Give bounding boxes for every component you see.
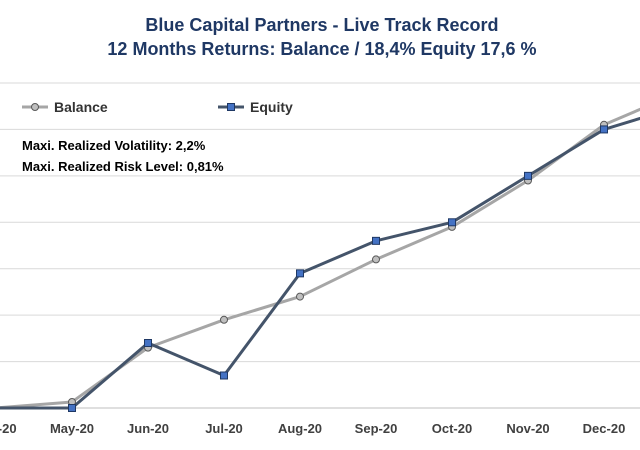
balance-point bbox=[220, 315, 228, 324]
balance-point bbox=[296, 292, 304, 301]
legend: Balance Equity bbox=[22, 99, 293, 115]
x-tick-label: Jul-20 bbox=[205, 421, 243, 436]
equity-point bbox=[68, 404, 76, 412]
equity-point bbox=[448, 218, 456, 227]
x-axis-ticks: Apr-20 May-20 Jun-20 Jul-20 Aug-20 Sep-20 Oct-… bbox=[0, 421, 626, 436]
x-tick-label: May-20 bbox=[50, 421, 94, 436]
series-layer bbox=[0, 107, 640, 412]
equity-point bbox=[600, 125, 608, 134]
equity-point bbox=[296, 269, 304, 278]
legend-balance-marker bbox=[31, 103, 39, 111]
equity-line bbox=[0, 116, 640, 410]
x-tick-label: Dec-20 bbox=[583, 421, 626, 436]
x-tick-label: Apr-20 bbox=[0, 421, 17, 436]
annotation-volatility: Maxi. Realized Volatility: 2,2% bbox=[22, 138, 206, 153]
annotation-risk-level: Maxi. Realized Risk Level: 0,81% bbox=[22, 159, 224, 174]
legend-balance-label: Balance bbox=[54, 99, 108, 115]
chart-title: Blue Capital Partners - Live Track Recor… bbox=[145, 15, 498, 35]
equity-point bbox=[144, 339, 152, 347]
x-tick-label: Jun-20 bbox=[127, 421, 169, 436]
equity-point bbox=[220, 371, 228, 380]
equity-point bbox=[372, 236, 380, 245]
equity-point bbox=[524, 171, 532, 180]
balance-point bbox=[372, 255, 380, 264]
legend-equity-marker bbox=[227, 103, 235, 111]
gridlines bbox=[0, 82, 640, 409]
chart-subtitle: 12 Months Returns: Balance / 18,4% Equit… bbox=[107, 39, 536, 59]
x-tick-label: Sep-20 bbox=[355, 421, 398, 436]
x-tick-label: Nov-20 bbox=[506, 421, 549, 436]
x-tick-label: Aug-20 bbox=[278, 421, 322, 436]
legend-equity-label: Equity bbox=[250, 99, 293, 115]
x-tick-label: Oct-20 bbox=[432, 421, 472, 436]
